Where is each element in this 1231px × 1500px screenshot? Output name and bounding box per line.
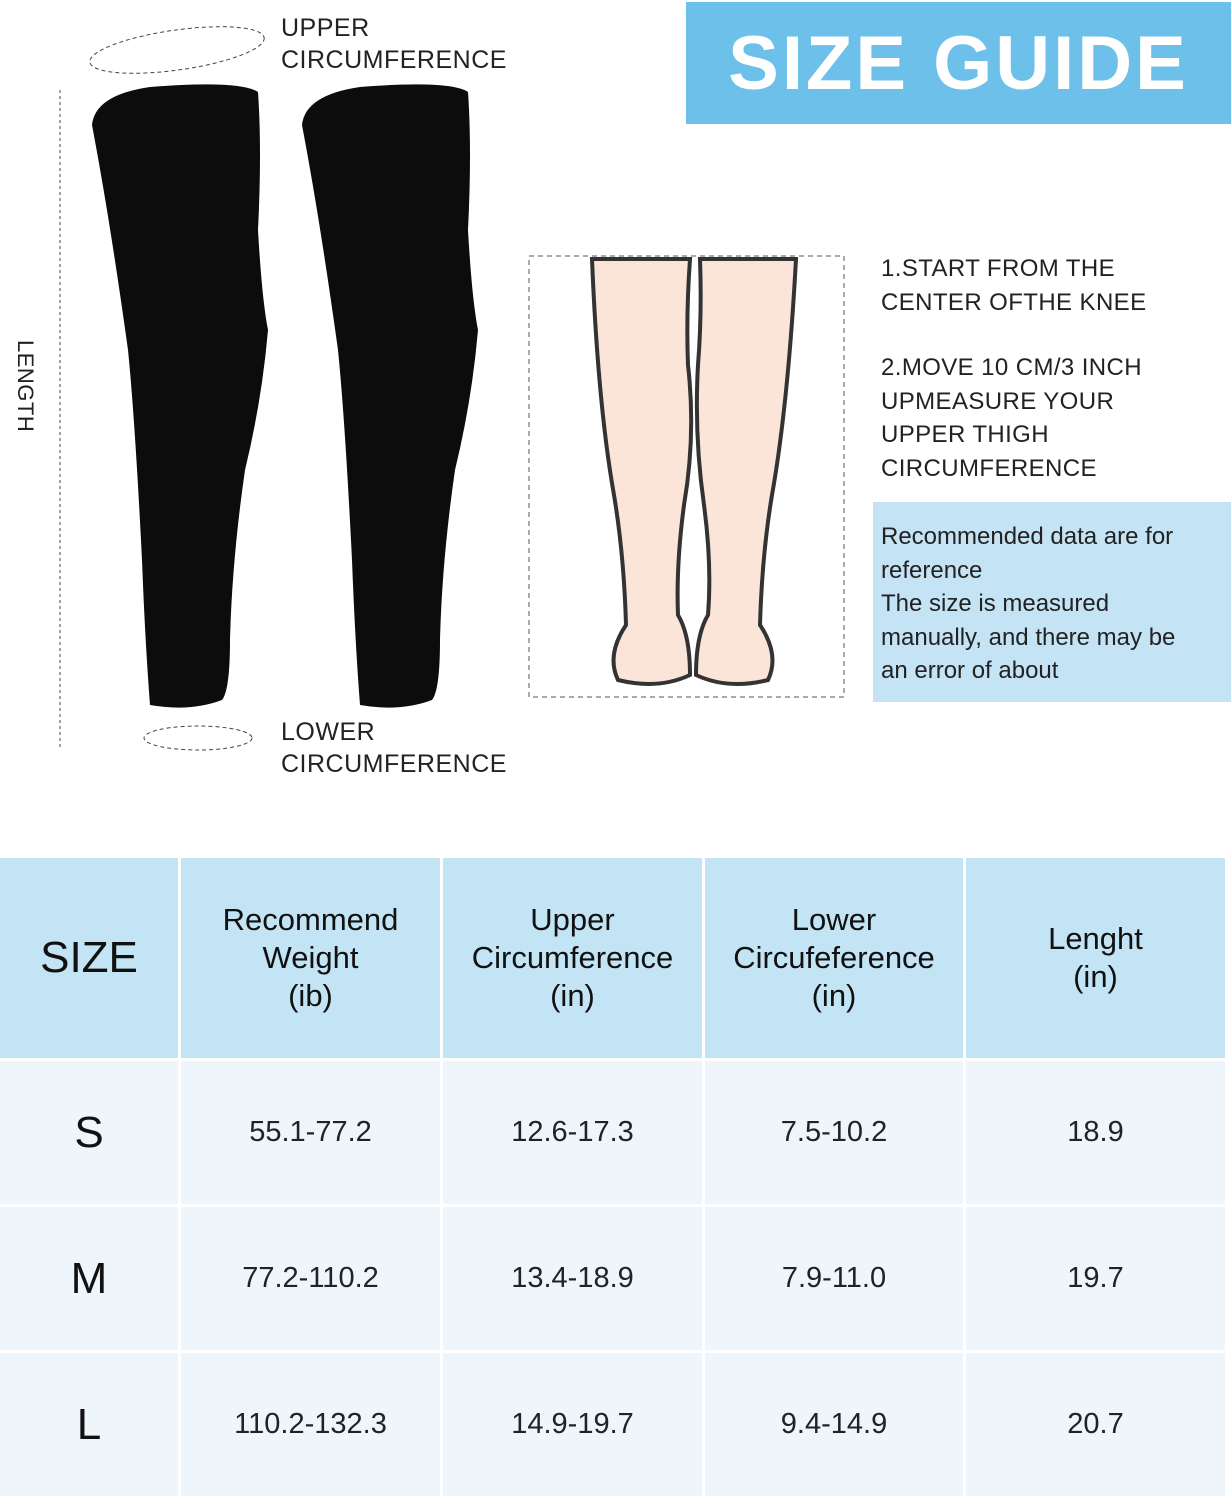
lower-circumference-label: LOWER CIRCUMFERENCE — [281, 718, 507, 778]
cell: 12.6-17.3 — [443, 1061, 702, 1204]
cell-size: S — [0, 1061, 178, 1204]
sleeves-illustration — [59, 26, 478, 751]
table-header-row: SIZE Recommend Weight (ib) Upper Circumfere… — [0, 858, 1225, 1058]
right-leg — [693, 257, 799, 686]
left-sleeve — [92, 84, 268, 708]
right-sleeve — [302, 84, 478, 708]
cell: 7.9-11.0 — [705, 1207, 963, 1350]
cell: 18.9 — [966, 1061, 1225, 1204]
cell: 20.7 — [966, 1353, 1225, 1496]
table-row: S 55.1-77.2 12.6-17.3 7.5-10.2 18.9 — [0, 1061, 1225, 1204]
left-leg — [589, 257, 694, 686]
table-row: L 110.2-132.3 14.9-19.7 9.4-14.9 20.7 — [0, 1353, 1225, 1496]
header-upper: Upper Circumference (in) — [443, 858, 702, 1058]
cell: 14.9-19.7 — [443, 1353, 702, 1496]
upper-circumference-label: UPPER CIRCUMFERENCE — [281, 14, 507, 74]
header-lower: Lower Circufeference (in) — [705, 858, 963, 1058]
size-table: SIZE Recommend Weight (ib) Upper Circumfere… — [0, 855, 1228, 1499]
cell: 110.2-132.3 — [181, 1353, 440, 1496]
cell: 7.5-10.2 — [705, 1061, 963, 1204]
cell: 13.4-18.9 — [443, 1207, 702, 1350]
cell: 9.4-14.9 — [705, 1353, 963, 1496]
step-1: 1.START FROM THE CENTER OFTHE KNEE — [881, 255, 1147, 316]
header-weight: Recommend Weight (ib) — [181, 858, 440, 1058]
cell: 55.1-77.2 — [181, 1061, 440, 1204]
cell: 19.7 — [966, 1207, 1225, 1350]
legs-illustration — [528, 255, 845, 698]
lower-circumference-ellipse — [143, 725, 253, 751]
header-length: Lenght (in) — [966, 858, 1225, 1058]
length-label: LENGTH — [13, 340, 38, 433]
step-2: 2.MOVE 10 CM/3 INCH UPMEASURE YOUR UPPER T… — [881, 354, 1142, 482]
cell-size: L — [0, 1353, 178, 1496]
header-size: SIZE — [0, 858, 178, 1058]
cell: 77.2-110.2 — [181, 1207, 440, 1350]
title-banner: SIZE GUIDE — [686, 2, 1231, 124]
reference-note: Recommended data are for reference The siz… — [873, 502, 1231, 702]
upper-circumference-ellipse — [89, 26, 265, 74]
cell-size: M — [0, 1207, 178, 1350]
table-row: M 77.2-110.2 13.4-18.9 7.9-11.0 19.7 — [0, 1207, 1225, 1350]
title: SIZE GUIDE — [728, 20, 1189, 106]
